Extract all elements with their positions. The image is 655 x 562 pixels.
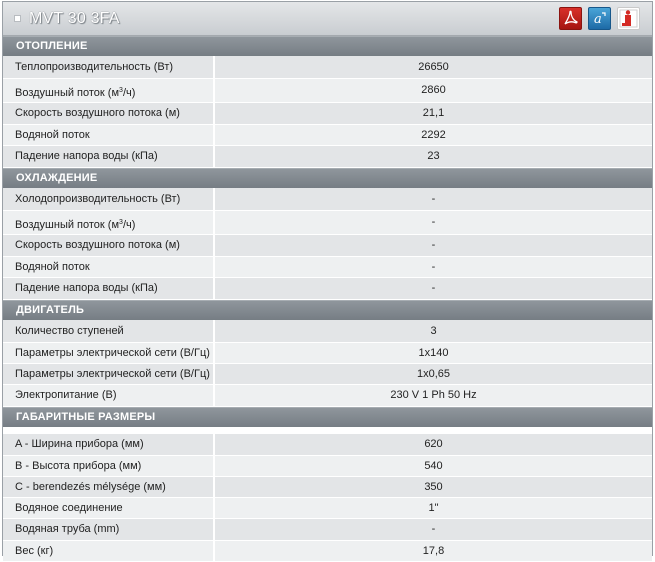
svg-text:a: a: [594, 12, 602, 27]
row-value: 230 V 1 Ph 50 Hz: [215, 385, 652, 406]
row-value: 1x140: [215, 343, 652, 363]
info-icon[interactable]: [617, 7, 640, 30]
row-label: Скорость воздушного потока (м): [3, 235, 215, 256]
table-row: Воздушный поток (м3/ч) -: [3, 211, 652, 235]
row-value: 540: [215, 456, 652, 476]
table-row: A - Ширина прибора (мм) 620: [3, 434, 652, 456]
row-value: -: [215, 278, 652, 299]
table-row: Водяной поток 2292: [3, 125, 652, 146]
table-row: Скорость воздушного потока (м) -: [3, 235, 652, 257]
row-label: Водяной поток: [3, 125, 215, 145]
table-row: Водяное соединение 1": [3, 498, 652, 519]
row-value: -: [215, 188, 652, 210]
row-label: Холодопроизводительность (Вт): [3, 188, 215, 210]
title-bar: MVT 30 3FA a: [3, 2, 652, 36]
row-label: Воздушный поток (м3/ч): [3, 211, 215, 234]
row-value: 21,1: [215, 103, 652, 124]
table-row: Электропитание (В) 230 V 1 Ph 50 Hz: [3, 385, 652, 407]
table-row: Водяной поток -: [3, 257, 652, 278]
row-label: Параметры электрической сети (В/Гц): [3, 364, 215, 384]
table-row: Скорость воздушного потока (м) 21,1: [3, 103, 652, 125]
bullet-icon: [14, 15, 21, 22]
row-value: 23: [215, 146, 652, 167]
row-label: Водяная труба (mm): [3, 519, 215, 540]
row-value: 2860: [215, 79, 652, 102]
table-row: C - berendezés mélysége (мм) 350: [3, 477, 652, 498]
row-label: Водяной поток: [3, 257, 215, 277]
row-value: -: [215, 257, 652, 277]
spacer: [3, 427, 652, 434]
row-value: 1": [215, 498, 652, 518]
autocad-icon[interactable]: a: [588, 7, 611, 30]
row-label: Воздушный поток (м3/ч): [3, 79, 215, 102]
row-label: Параметры электрической сети (В/Гц): [3, 343, 215, 363]
table-row: Теплопроизводительность (Вт) 26650: [3, 56, 652, 79]
row-label: Теплопроизводительность (Вт): [3, 56, 215, 78]
row-label: Количество ступеней: [3, 320, 215, 342]
table-row: Параметры электрической сети (В/Гц) 1x0,…: [3, 364, 652, 385]
table-row: Холодопроизводительность (Вт) -: [3, 188, 652, 211]
pdf-icon[interactable]: [559, 7, 582, 30]
section-motor: ДВИГАТЕЛЬ: [3, 300, 652, 320]
section-dimensions: ГАБАРИТНЫЕ РАЗМЕРЫ: [3, 407, 652, 427]
table-row: Вес (кг) 17,8: [3, 541, 652, 562]
row-value: -: [215, 519, 652, 540]
table-row: Параметры электрической сети (В/Гц) 1x14…: [3, 343, 652, 364]
table-row: Водяная труба (mm) -: [3, 519, 652, 541]
row-label: Скорость воздушного потока (м): [3, 103, 215, 124]
row-label: Вес (кг): [3, 541, 215, 561]
row-label: Водяное соединение: [3, 498, 215, 518]
row-label: B - Высота прибора (мм): [3, 456, 215, 476]
row-label: A - Ширина прибора (мм): [3, 434, 215, 455]
table-row: Падение напора воды (кПа) 23: [3, 146, 652, 168]
row-value: 350: [215, 477, 652, 497]
window-title: MVT 30 3FA: [29, 9, 120, 27]
row-label: C - berendezés mélysége (мм): [3, 477, 215, 497]
row-value: 2292: [215, 125, 652, 145]
download-icons: a: [559, 7, 640, 30]
row-value: 620: [215, 434, 652, 455]
row-value: 26650: [215, 56, 652, 78]
row-value: -: [215, 211, 652, 234]
table-row: Воздушный поток (м3/ч) 2860: [3, 79, 652, 103]
section-cooling: ОХЛАЖДЕНИЕ: [3, 168, 652, 188]
row-label: Падение напора воды (кПа): [3, 146, 215, 167]
table-row: Падение напора воды (кПа) -: [3, 278, 652, 300]
row-value: 17,8: [215, 541, 652, 561]
row-label: Электропитание (В): [3, 385, 215, 406]
row-value: 1x0,65: [215, 364, 652, 384]
row-value: 3: [215, 320, 652, 342]
table-row: B - Высота прибора (мм) 540: [3, 456, 652, 477]
row-value: -: [215, 235, 652, 256]
table-row: Количество ступеней 3: [3, 320, 652, 343]
row-label: Падение напора воды (кПа): [3, 278, 215, 299]
section-heating: ОТОПЛЕНИЕ: [3, 36, 652, 56]
